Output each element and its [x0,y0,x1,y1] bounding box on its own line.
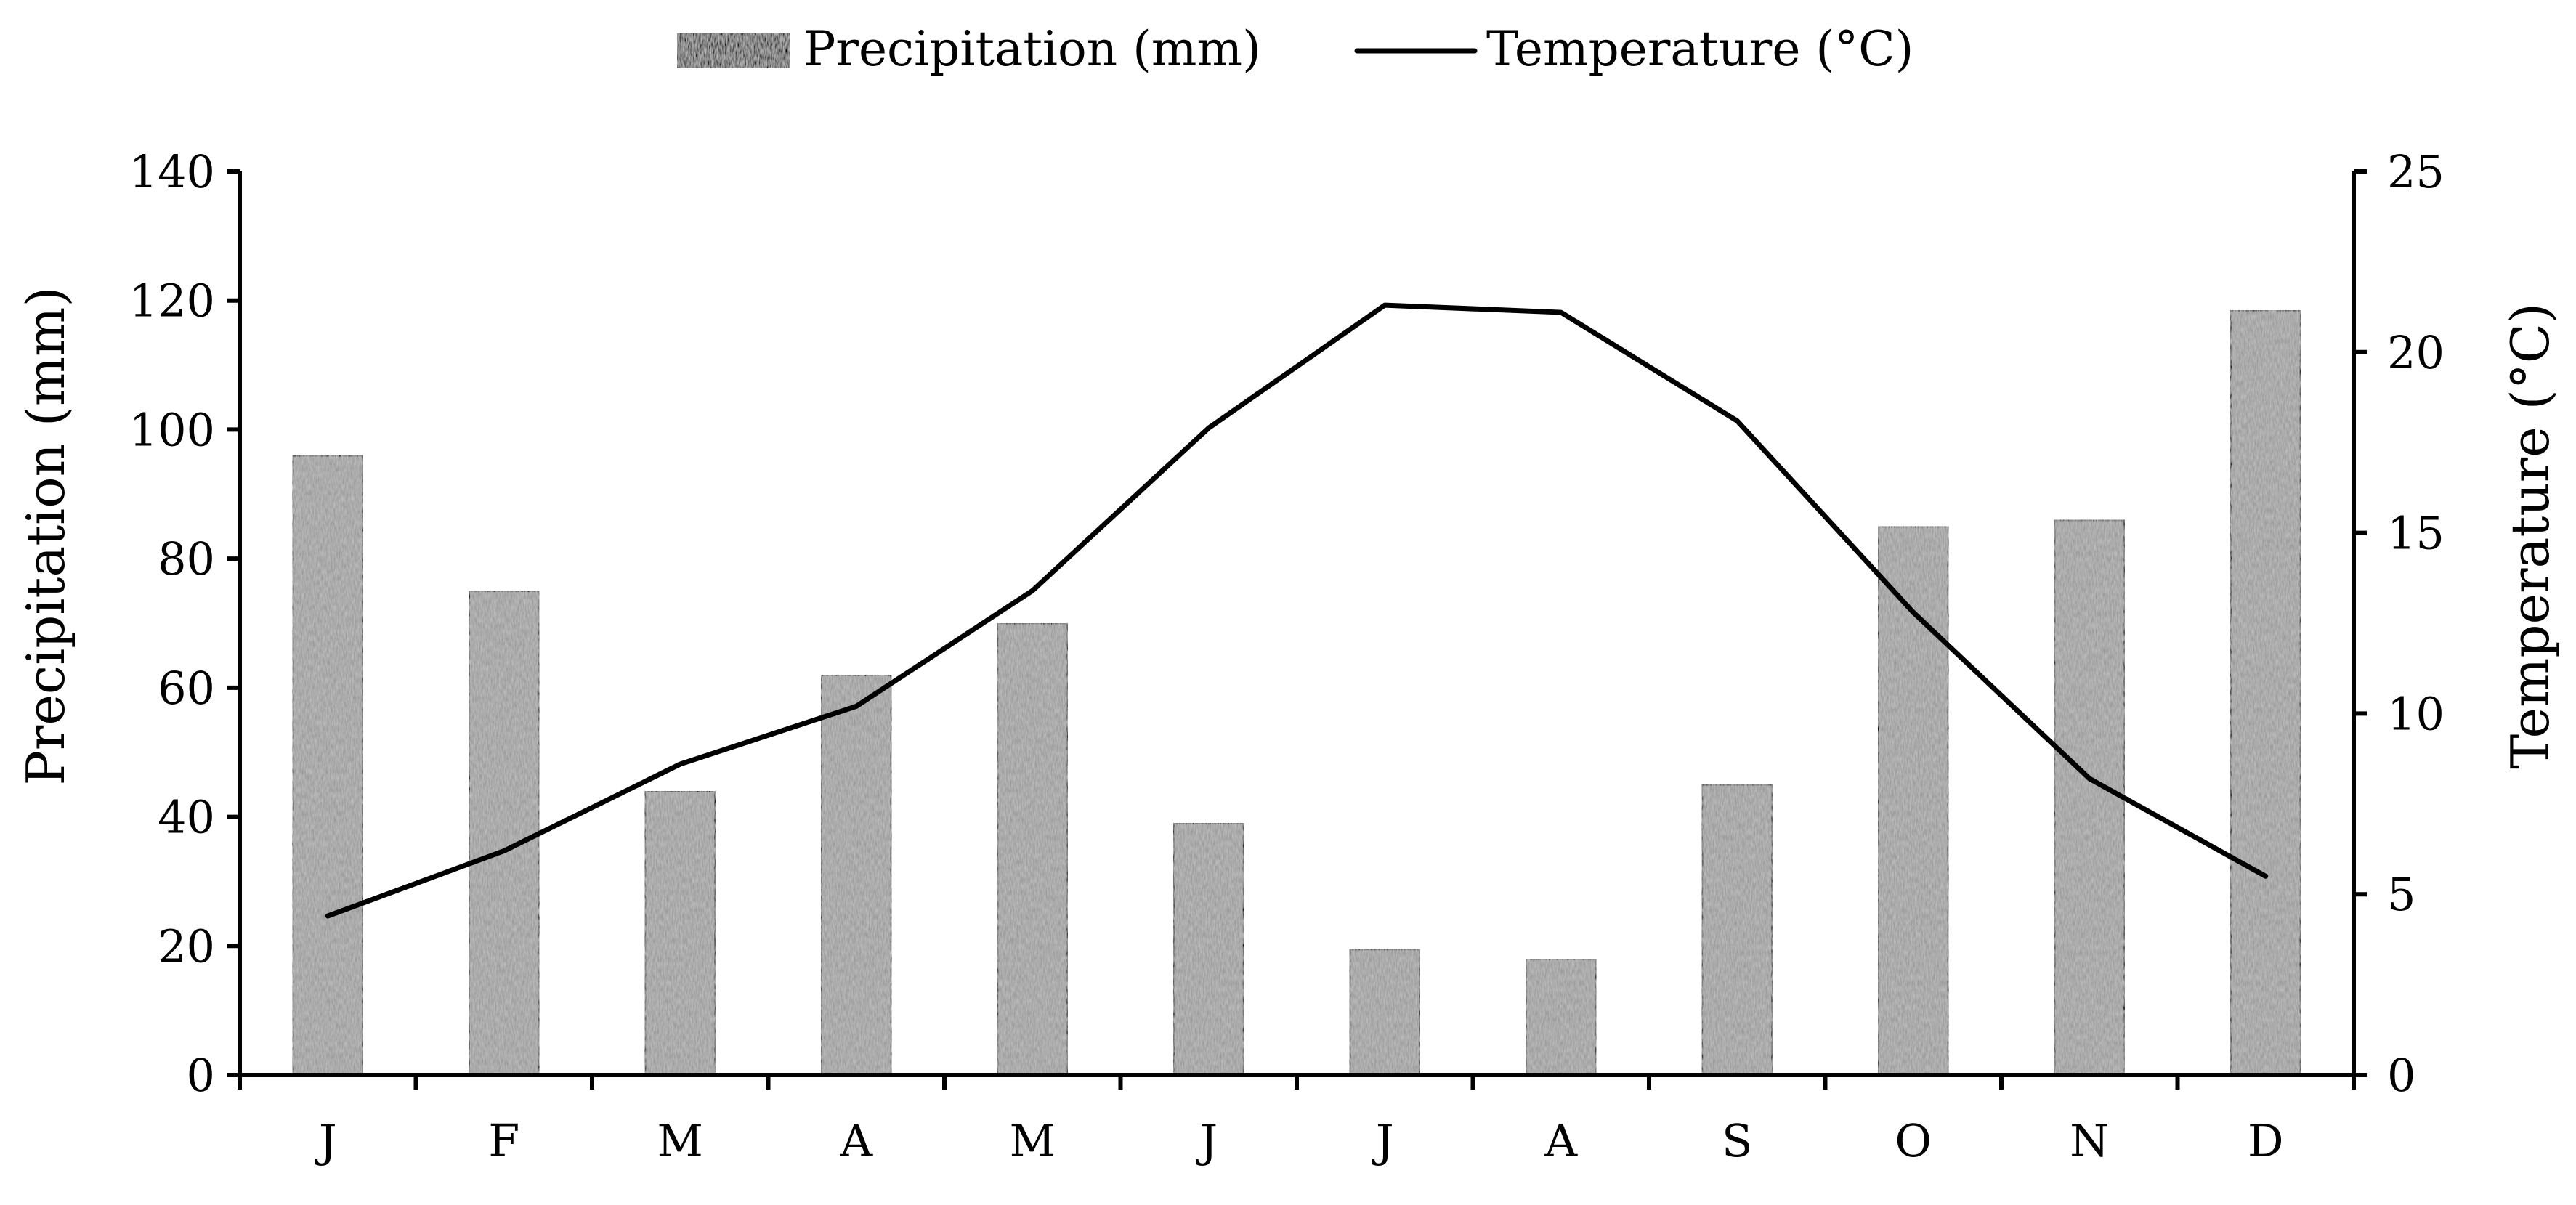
axes: 0 20 40 60 80 100 120 140 0 5 10 15 20 25 J F M A M J J A S O N D [129,145,2445,1167]
y-tick-label: 40 [158,791,215,844]
legend-precip-label: Precipitation (mm) [803,21,1261,77]
legend-temp-label: Temperature (°C) [1486,21,1913,77]
y2-tick-label: 0 [2387,1049,2415,1102]
x-tick-label-8: A [1544,1114,1578,1167]
precip-bar-4 [819,673,893,1076]
x-tick-label-10: O [1895,1114,1932,1167]
y2-tick-label: 5 [2387,868,2415,921]
legend: Precipitation (mm) Temperature (°C) [676,21,1913,77]
x-tick-label-7: J [1372,1114,1394,1167]
y-axis-title: Precipitation (mm) [15,286,76,785]
temperature-line [325,302,2269,919]
bar-series [291,309,2302,1076]
precip-bar-2 [467,590,540,1076]
precip-bar-1 [291,454,365,1076]
x-tick-label-12: D [2248,1114,2284,1167]
x-tick-label-5: M [1010,1114,1056,1167]
x-tick-label-3: M [657,1114,703,1167]
precip-bar-5 [996,622,1069,1076]
y-tick-label: 100 [129,403,215,456]
y2-tick-label: 25 [2387,145,2445,198]
y2-tick-label: 20 [2387,326,2445,379]
y-tick-label: 120 [129,275,215,328]
y-tick-label: 0 [187,1049,215,1102]
y-tick-label: 80 [158,532,215,585]
precip-bar-10 [1876,525,1950,1076]
x-tick-label-1: J [315,1114,337,1167]
precip-bar-9 [1701,783,1774,1076]
precip-bar-12 [2229,309,2302,1076]
x-tick-label-4: A [839,1114,873,1167]
precip-bar-6 [1172,821,1245,1076]
y-tick-label: 140 [129,145,215,198]
line-series [325,302,2269,919]
y2-tick-label: 10 [2387,687,2445,740]
x-tick-label-11: N [2070,1114,2109,1167]
y-tick-label: 20 [158,920,215,973]
precip-bar-11 [2053,519,2126,1076]
precip-bar-8 [1524,957,1597,1076]
y-tick-label: 60 [158,662,215,715]
precip-bar-3 [644,790,717,1076]
x-tick-label-2: F [488,1114,519,1167]
legend-precip-swatch [676,32,792,70]
y2-axis-title: Temperature (°C) [2500,303,2561,769]
precip-bar-7 [1348,948,1422,1076]
x-tick-label-6: J [1195,1114,1218,1167]
x-tick-label-9: S [1722,1114,1752,1167]
y2-tick-label: 15 [2387,507,2445,560]
